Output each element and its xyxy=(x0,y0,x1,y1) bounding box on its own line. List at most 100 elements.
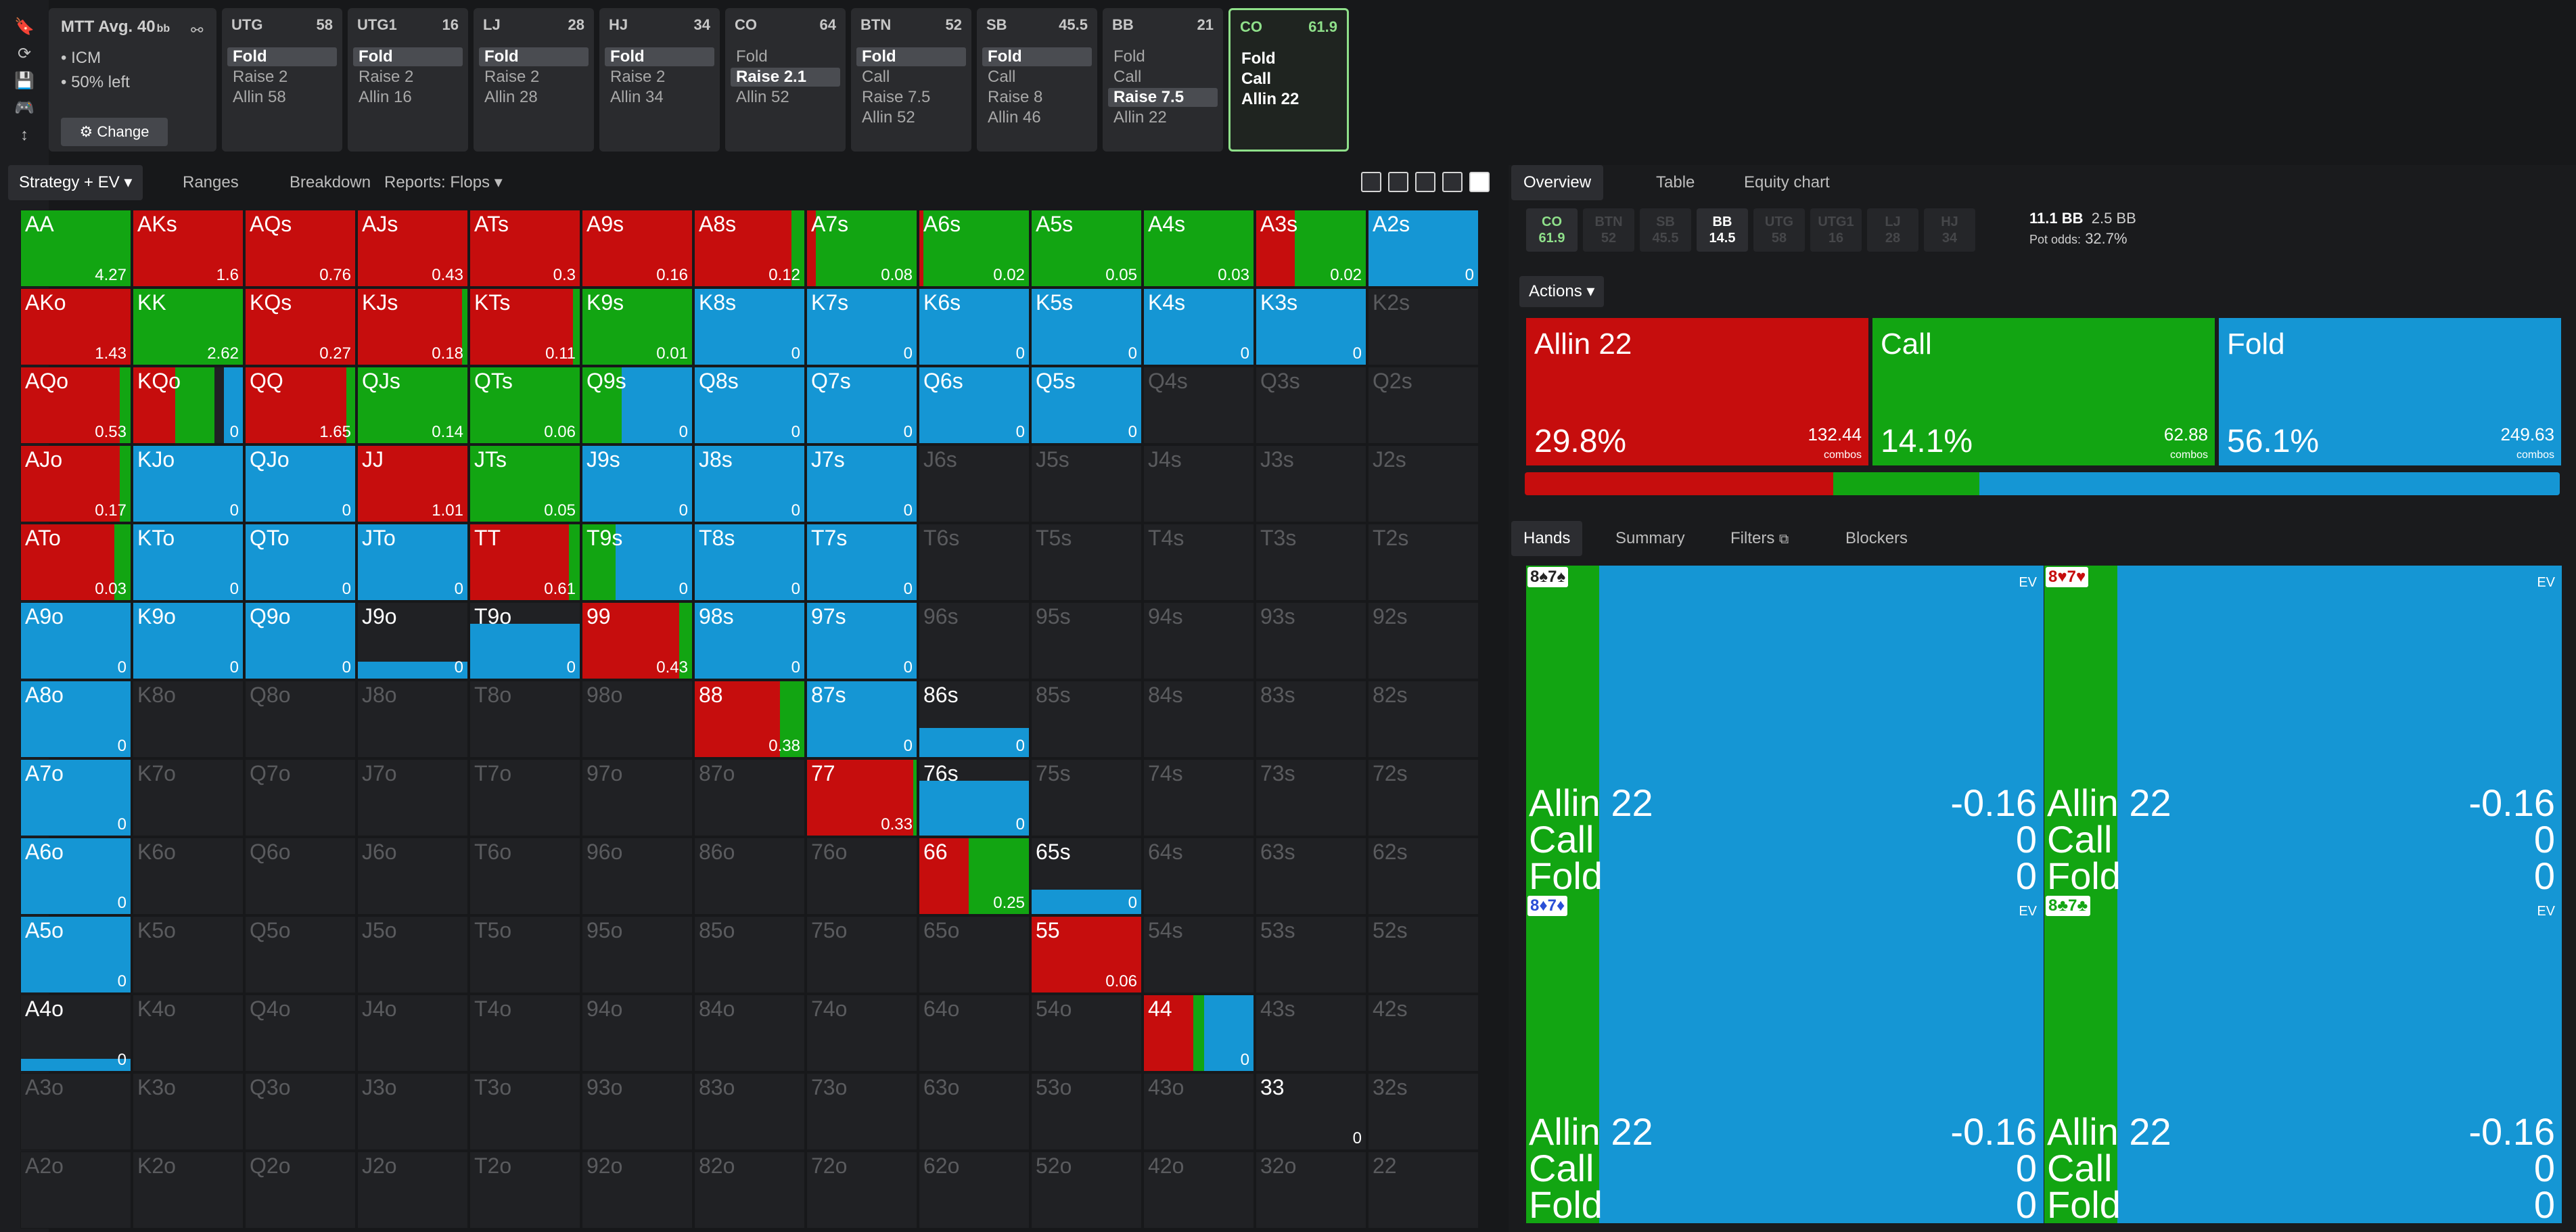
matrix-cell-J8o[interactable]: J8o xyxy=(357,681,468,758)
matrix-cell-54s[interactable]: 54s xyxy=(1143,916,1254,993)
matrix-cell-J4o[interactable]: J4o xyxy=(357,995,468,1072)
grid-view-icon[interactable] xyxy=(1442,172,1463,192)
matrix-cell-KQs[interactable]: KQs 0.27 xyxy=(245,288,356,365)
matrix-cell-54o[interactable]: 54o xyxy=(1031,995,1142,1072)
position-action[interactable]: Allin 22 xyxy=(1241,90,1300,108)
stack-chip-bb[interactable]: BB 14.5 xyxy=(1697,208,1748,252)
position-action[interactable]: Fold xyxy=(1241,49,1276,68)
matrix-cell-63o[interactable]: 63o xyxy=(919,1073,1030,1150)
matrix-cell-85o[interactable]: 85o xyxy=(694,916,805,993)
matrix-cell-A3o[interactable]: A3o xyxy=(20,1073,131,1150)
position-co-current[interactable]: CO 61.9 Fold Call Allin 22 xyxy=(1228,8,1349,152)
position-action[interactable]: Fold xyxy=(982,47,1092,66)
matrix-cell-66[interactable]: 66 0.25 xyxy=(919,838,1030,915)
matrix-cell-A2s[interactable]: A2s 0 xyxy=(1368,210,1479,287)
matrix-cell-A7s[interactable]: A7s 0.08 xyxy=(806,210,917,287)
position-action[interactable]: Call xyxy=(862,68,890,86)
matrix-cell-96o[interactable]: 96o xyxy=(582,838,693,915)
tab-equity-chart[interactable]: Equity chart xyxy=(1744,173,1830,191)
matrix-cell-K8o[interactable]: K8o xyxy=(133,681,244,758)
matrix-cell-A4s[interactable]: A4s 0.03 xyxy=(1143,210,1254,287)
matrix-cell-K3s[interactable]: K3s 0 xyxy=(1256,288,1366,365)
matrix-cell-K7s[interactable]: K7s 0 xyxy=(806,288,917,365)
matrix-cell-JTo[interactable]: JTo 0 xyxy=(357,524,468,601)
matrix-cell-J4s[interactable]: J4s xyxy=(1143,445,1254,522)
matrix-cell-T8o[interactable]: T8o xyxy=(469,681,580,758)
matrix-cell-82o[interactable]: 82o xyxy=(694,1151,805,1229)
matrix-cell-J5s[interactable]: J5s xyxy=(1031,445,1142,522)
position-action[interactable]: Call xyxy=(988,68,1016,86)
matrix-cell-A9s[interactable]: A9s 0.16 xyxy=(582,210,693,287)
matrix-cell-T7s[interactable]: T7s 0 xyxy=(806,524,917,601)
tab-reports-flops[interactable]: Reports: Flops ▾ xyxy=(384,173,503,191)
matrix-cell-T2o[interactable]: T2o xyxy=(469,1151,580,1229)
matrix-cell-98s[interactable]: 98s 0 xyxy=(694,602,805,679)
matrix-cell-A5o[interactable]: A5o 0 xyxy=(20,916,131,993)
position-action[interactable]: Fold xyxy=(605,47,714,66)
position-action[interactable]: Raise 2 xyxy=(359,68,414,86)
matrix-cell-98o[interactable]: 98o xyxy=(582,681,693,758)
matrix-cell-K7o[interactable]: K7o xyxy=(133,759,244,836)
position-action[interactable]: Fold xyxy=(1113,47,1145,66)
matrix-cell-QTs[interactable]: QTs 0.06 xyxy=(469,367,580,444)
matrix-cell-J2o[interactable]: J2o xyxy=(357,1151,468,1229)
matrix-cell-53s[interactable]: 53s xyxy=(1256,916,1366,993)
matrix-cell-T9s[interactable]: T9s 0 xyxy=(582,524,693,601)
action-box-fold[interactable]: Fold 56.1% 249.63 combos xyxy=(2219,318,2561,465)
matrix-cell-J9o[interactable]: J9o 0 xyxy=(357,602,468,679)
matrix-cell-73s[interactable]: 73s xyxy=(1256,759,1366,836)
matrix-cell-86o[interactable]: 86o xyxy=(694,838,805,915)
matrix-cell-Q4s[interactable]: Q4s xyxy=(1143,367,1254,444)
matrix-cell-93s[interactable]: 93s xyxy=(1256,602,1366,679)
matrix-cell-32o[interactable]: 32o xyxy=(1256,1151,1366,1229)
matrix-cell-74s[interactable]: 74s xyxy=(1143,759,1254,836)
matrix-cell-Q8s[interactable]: Q8s 0 xyxy=(694,367,805,444)
matrix-cell-Q9s[interactable]: Q9s 0 xyxy=(582,367,693,444)
position-bb[interactable]: BB 21 Fold Call Raise 7.5 Allin 22 xyxy=(1103,8,1223,152)
matrix-cell-Q2o[interactable]: Q2o xyxy=(245,1151,356,1229)
position-action[interactable]: Fold xyxy=(227,47,337,66)
matrix-cell-K6s[interactable]: K6s 0 xyxy=(919,288,1030,365)
position-action[interactable]: Allin 22 xyxy=(1113,108,1167,127)
matrix-cell-72o[interactable]: 72o xyxy=(806,1151,917,1229)
matrix-cell-43s[interactable]: 43s xyxy=(1256,995,1366,1072)
matrix-cell-Q3o[interactable]: Q3o xyxy=(245,1073,356,1150)
matrix-cell-Q6o[interactable]: Q6o xyxy=(245,838,356,915)
matrix-cell-97s[interactable]: 97s 0 xyxy=(806,602,917,679)
matrix-cell-QTo[interactable]: QTo 0 xyxy=(245,524,356,601)
matrix-cell-K6o[interactable]: K6o xyxy=(133,838,244,915)
share-icon[interactable]: ⚯ xyxy=(191,22,204,39)
matrix-cell-86s[interactable]: 86s 0 xyxy=(919,681,1030,758)
matrix-cell-96s[interactable]: 96s xyxy=(919,602,1030,679)
matrix-cell-Q8o[interactable]: Q8o xyxy=(245,681,356,758)
matrix-cell-87o[interactable]: 87o xyxy=(694,759,805,836)
matrix-cell-A3s[interactable]: A3s 0.02 xyxy=(1256,210,1366,287)
matrix-cell-74o[interactable]: 74o xyxy=(806,995,917,1072)
matrix-cell-62o[interactable]: 62o xyxy=(919,1151,1030,1229)
matrix-cell-72s[interactable]: 72s xyxy=(1368,759,1479,836)
bookmark-icon[interactable]: 🔖 xyxy=(14,18,34,36)
matrix-cell-J9s[interactable]: J9s 0 xyxy=(582,445,693,522)
matrix-cell-J7s[interactable]: J7s 0 xyxy=(806,445,917,522)
matrix-cell-22[interactable]: 22 xyxy=(1368,1151,1479,1229)
position-action[interactable]: Allin 52 xyxy=(736,88,789,106)
matrix-cell-K5s[interactable]: K5s 0 xyxy=(1031,288,1142,365)
text-height-icon[interactable]: ↕ xyxy=(20,126,28,144)
matrix-cell-33[interactable]: 33 0 xyxy=(1256,1073,1366,1150)
matrix-cell-AKs[interactable]: AKs 1.6 xyxy=(133,210,244,287)
position-action[interactable]: Raise 7.5 xyxy=(862,88,931,106)
matrix-cell-AKo[interactable]: AKo 1.43 xyxy=(20,288,131,365)
matrix-cell-T4o[interactable]: T4o xyxy=(469,995,580,1072)
matrix-cell-A5s[interactable]: A5s 0.05 xyxy=(1031,210,1142,287)
matrix-cell-J2s[interactable]: J2s xyxy=(1368,445,1479,522)
save-icon[interactable]: 💾 xyxy=(14,72,34,90)
matrix-cell-Q3s[interactable]: Q3s xyxy=(1256,367,1366,444)
position-utg1[interactable]: UTG1 16 Fold Raise 2 Allin 16 xyxy=(348,8,468,152)
matrix-cell-Q5o[interactable]: Q5o xyxy=(245,916,356,993)
matrix-cell-A4o[interactable]: A4o 0 xyxy=(20,995,131,1072)
stack-chip-utg[interactable]: UTG 58 xyxy=(1753,208,1805,252)
matrix-cell-KQo[interactable]: KQo 0 xyxy=(133,367,244,444)
matrix-cell-94s[interactable]: 94s xyxy=(1143,602,1254,679)
position-hj[interactable]: HJ 34 Fold Raise 2 Allin 34 xyxy=(599,8,720,152)
tab-table[interactable]: Table xyxy=(1656,173,1695,191)
